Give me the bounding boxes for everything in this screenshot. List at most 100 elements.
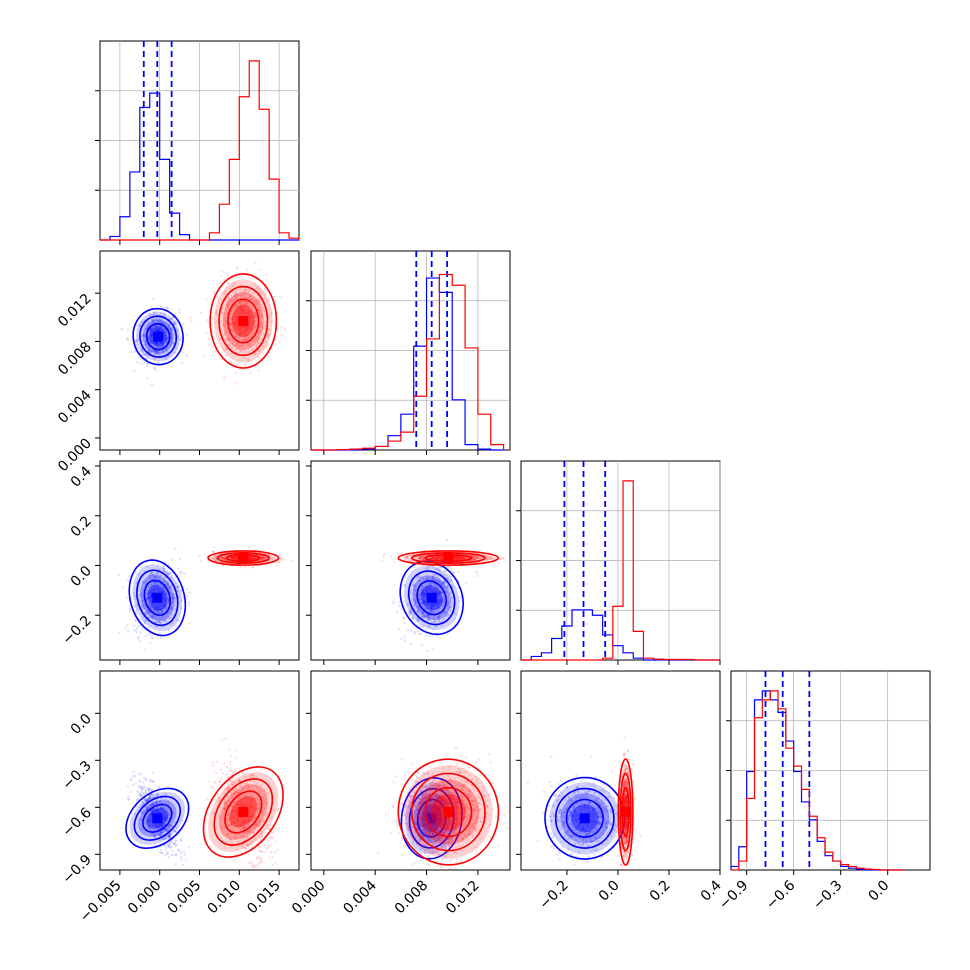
scatter-point xyxy=(247,336,251,339)
scatter-point xyxy=(220,558,224,561)
scatter-point xyxy=(155,350,158,353)
scatter-point xyxy=(165,336,168,340)
scatter-point xyxy=(172,350,175,354)
scatter-point xyxy=(220,777,223,780)
scatter-point xyxy=(164,849,167,852)
scatter-point xyxy=(167,324,170,328)
scatter-point xyxy=(150,592,153,595)
scatter-point xyxy=(250,557,253,561)
scatter-point xyxy=(259,329,262,332)
scatter-point xyxy=(225,782,229,786)
scatter-point xyxy=(157,329,161,332)
scatter-point xyxy=(143,797,147,801)
scatter-point xyxy=(138,349,142,353)
scatter-point xyxy=(156,342,160,345)
scatter-point xyxy=(233,298,236,301)
scatter-point xyxy=(173,604,177,608)
scatter-point xyxy=(154,325,157,328)
y-tick-label: 0.0 xyxy=(68,711,95,738)
scatter-point xyxy=(163,590,167,593)
scatter-point xyxy=(180,607,183,610)
scatter-point xyxy=(145,816,148,819)
scatter-point xyxy=(174,830,177,834)
scatter-point xyxy=(254,548,257,552)
scatter-point xyxy=(155,609,159,613)
scatter-point xyxy=(158,804,162,808)
scatter-point xyxy=(155,316,158,319)
scatter-point xyxy=(229,361,232,364)
scatter-point xyxy=(236,265,239,269)
scatter-point xyxy=(164,819,168,822)
scatter-point xyxy=(140,566,143,569)
contour-line xyxy=(143,579,172,616)
histogram-step xyxy=(521,480,720,661)
scatter-point xyxy=(241,330,245,334)
scatter-point xyxy=(259,861,262,864)
scatter-point xyxy=(162,837,165,841)
y-tick-label: −0.3 xyxy=(59,758,94,793)
scatter-point xyxy=(158,604,162,607)
scatter-point xyxy=(142,604,145,607)
scatter-point xyxy=(150,803,153,806)
scatter-point xyxy=(162,566,166,569)
scatter-point xyxy=(233,321,237,325)
scatter-point xyxy=(142,802,145,806)
scatter-point xyxy=(180,859,183,862)
scatter-point xyxy=(155,801,158,805)
scatter-point xyxy=(146,807,149,811)
scatter-point xyxy=(154,342,158,345)
scatter-point xyxy=(157,563,160,566)
scatter-point xyxy=(231,318,234,321)
scatter-point xyxy=(156,792,160,795)
scatter-point xyxy=(159,826,163,829)
scatter-point xyxy=(250,311,254,314)
scatter-point xyxy=(250,334,253,337)
scatter-point xyxy=(147,597,151,600)
scatter-point xyxy=(254,325,258,329)
scatter-point xyxy=(139,600,143,603)
scatter-point xyxy=(155,611,159,614)
scatter-point xyxy=(170,339,173,343)
x-tick-label: 0.010 xyxy=(204,878,244,918)
scatter-point xyxy=(149,339,152,343)
scatter-point xyxy=(149,327,153,331)
scatter-point xyxy=(162,808,165,811)
scatter-point xyxy=(241,308,245,312)
scatter-point xyxy=(226,275,230,278)
scatter-point xyxy=(154,310,157,314)
scatter-point xyxy=(247,358,250,361)
scatter-point xyxy=(141,588,145,592)
scatter-point xyxy=(153,327,156,330)
scatter-point xyxy=(241,307,244,310)
scatter-point xyxy=(245,872,247,874)
scatter-point xyxy=(179,591,183,594)
scatter-point xyxy=(181,596,185,599)
scatter-point xyxy=(273,555,276,558)
scatter-point xyxy=(245,326,249,329)
scatter-point xyxy=(225,773,228,776)
scatter-point xyxy=(163,598,167,601)
scatter-point xyxy=(129,350,132,354)
scatter-point xyxy=(144,777,148,781)
scatter-point xyxy=(173,322,177,325)
scatter-point xyxy=(260,347,263,350)
scatter-point xyxy=(161,585,164,588)
scatter-point xyxy=(247,861,251,865)
scatter-point xyxy=(250,317,254,320)
scatter-point xyxy=(151,341,154,345)
scatter-point xyxy=(159,848,162,851)
scatter-point xyxy=(237,325,240,329)
scatter-point xyxy=(153,582,156,585)
scatter-point xyxy=(240,311,244,315)
scatter-point xyxy=(186,333,189,337)
scatter-point xyxy=(265,300,268,303)
scatter-point xyxy=(168,835,171,838)
scatter-point xyxy=(246,311,249,315)
scatter-point xyxy=(128,607,131,610)
scatter-point xyxy=(141,800,144,804)
scatter-point xyxy=(219,275,223,278)
scatter-point xyxy=(254,315,258,318)
scatter-point xyxy=(241,310,244,314)
scatter-point xyxy=(138,818,141,822)
scatter-point xyxy=(151,320,154,323)
